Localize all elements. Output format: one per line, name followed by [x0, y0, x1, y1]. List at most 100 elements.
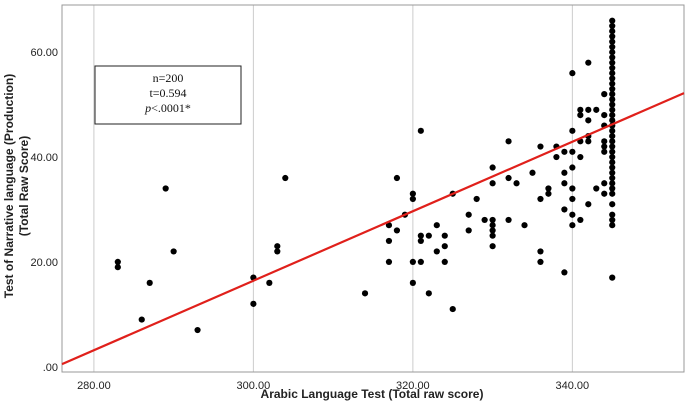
data-point — [609, 59, 616, 66]
y-tick-label: 20.00 — [30, 257, 58, 269]
data-point — [433, 222, 440, 229]
data-point — [601, 180, 608, 187]
y-axis-title-line1: Test of Narrative language (Production) — [2, 74, 16, 298]
data-point — [513, 180, 520, 187]
data-point — [601, 91, 608, 98]
data-point — [609, 85, 616, 92]
data-point — [609, 274, 616, 281]
data-point — [409, 195, 416, 203]
data-point — [250, 300, 257, 307]
data-point — [593, 106, 600, 113]
data-point — [585, 138, 592, 145]
data-point — [282, 174, 289, 182]
data-point — [609, 75, 616, 82]
data-point — [465, 211, 472, 218]
data-point — [489, 222, 496, 229]
data-point — [114, 258, 121, 265]
data-point — [569, 211, 576, 218]
data-point — [537, 143, 544, 150]
data-point — [585, 201, 592, 208]
annotation-border — [94, 65, 242, 125]
data-point — [489, 164, 496, 171]
data-point — [609, 22, 616, 30]
x-tick-label: 280.00 — [77, 380, 111, 392]
data-point — [609, 185, 616, 192]
data-point — [194, 326, 201, 334]
data-point — [609, 211, 616, 218]
data-point — [609, 153, 616, 161]
data-point — [505, 138, 512, 145]
data-point — [170, 248, 177, 255]
data-point — [585, 106, 592, 113]
data-point — [481, 216, 488, 224]
data-point — [561, 206, 568, 213]
data-point — [593, 185, 600, 192]
x-tick-label: 340.00 — [556, 380, 590, 392]
data-point — [449, 305, 456, 313]
data-point — [609, 64, 616, 72]
y-axis-title-line2: (Total Raw Score) — [17, 136, 31, 236]
data-point — [425, 232, 432, 239]
data-point — [425, 290, 432, 297]
data-point — [274, 248, 281, 255]
data-point — [609, 216, 616, 224]
data-point — [609, 190, 616, 197]
data-point — [609, 169, 616, 176]
data-point — [569, 148, 576, 155]
data-point — [609, 112, 616, 119]
data-point — [561, 269, 568, 276]
data-point — [609, 164, 616, 171]
data-point — [609, 174, 616, 182]
data-point — [585, 59, 592, 66]
x-tick-label: 300.00 — [237, 380, 271, 392]
plot-area — [61, 4, 685, 373]
data-point — [577, 153, 584, 161]
data-point — [601, 138, 608, 145]
data-point — [393, 174, 401, 182]
x-tick-label: 320.00 — [396, 380, 430, 392]
y-tick-label: 60.00 — [30, 47, 58, 59]
data-point — [609, 17, 616, 24]
data-point — [553, 153, 560, 161]
data-point — [417, 258, 424, 265]
data-point — [561, 148, 568, 155]
data-point — [433, 248, 440, 255]
annotation-t: t=0.594 — [149, 86, 186, 100]
y-tick-label: .00 — [43, 362, 58, 374]
data-point — [266, 279, 273, 286]
data-point — [561, 180, 568, 187]
data-point — [609, 80, 616, 87]
data-point — [529, 169, 536, 176]
data-point — [441, 243, 448, 250]
data-point — [505, 216, 512, 224]
data-point — [146, 279, 153, 286]
data-point — [274, 243, 281, 250]
x-tick-labels: 280.00 300.00 320.00 340.00 — [77, 380, 589, 392]
data-point — [609, 54, 616, 61]
data-point — [521, 222, 528, 229]
data-point — [417, 237, 424, 245]
data-point — [489, 232, 496, 239]
data-point — [569, 222, 576, 229]
annotation-p: p<.0001* — [144, 101, 191, 115]
data-point — [609, 201, 616, 208]
data-point — [609, 96, 616, 103]
annotation-p-value: <.0001* — [151, 101, 191, 115]
data-point — [385, 258, 393, 265]
data-point — [361, 290, 369, 297]
data-point — [417, 127, 424, 134]
data-point — [537, 248, 544, 255]
data-point — [545, 190, 552, 197]
data-point — [417, 232, 424, 239]
data-point — [609, 222, 616, 229]
data-point — [609, 132, 616, 140]
data-point — [601, 148, 608, 155]
data-point — [609, 148, 616, 155]
data-point — [569, 195, 576, 203]
data-point — [489, 243, 496, 250]
annotation-p-symbol: p — [144, 101, 151, 115]
data-point — [465, 227, 472, 234]
data-point — [609, 49, 616, 56]
data-point — [409, 190, 416, 197]
